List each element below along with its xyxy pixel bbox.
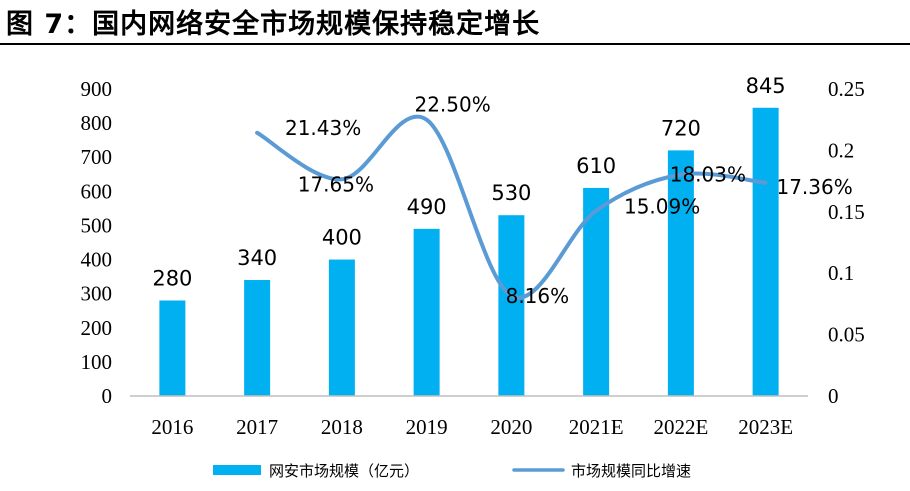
x-axis-tick-label: 2016 [151,415,193,439]
bar [328,259,355,396]
x-axis-tick-label: 2023E [738,415,793,439]
legend-line-label: 市场规模同比增速 [571,462,691,480]
line-value-label: 17.36% [776,175,852,199]
bar-value-labels: 280 340 400 490 530 610 720 845 [152,74,785,291]
x-axis-tick-label: 2019 [406,415,448,439]
right-axis-tick-label: 0.25 [828,77,865,101]
x-axis-tick-label: 2017 [236,415,278,439]
bar-value-label: 280 [152,266,192,290]
bar [244,280,271,396]
left-axis-tick-label: 0 [102,384,113,408]
bar-value-label: 845 [746,74,786,98]
bar [583,187,610,396]
left-axis-tick-label: 800 [81,111,113,135]
left-axis-tick-label: 600 [81,179,113,203]
right-axis-tick-label: 0.05 [828,323,865,347]
left-axis-tick-label: 700 [81,145,113,169]
bar [159,300,186,396]
right-axis-tick-label: 0.2 [828,138,854,162]
left-axis-tick-label: 100 [81,350,113,374]
bar-value-label: 400 [322,226,362,250]
right-axis-ticks: 0 0.05 0.1 0.15 0.2 0.25 [828,77,865,408]
bar-value-label: 610 [576,154,616,178]
line-value-label: 18.03% [670,163,746,187]
left-axis-tick-label: 500 [81,213,113,237]
bar [667,150,694,396]
bar [498,215,525,396]
bar-value-label: 720 [661,116,701,140]
chart-title: 图 7：国内网络安全市场规模保持稳定增长 [6,9,541,40]
right-axis-tick-label: 0 [828,384,839,408]
bar-value-label: 340 [237,246,277,270]
bar-value-label: 530 [491,181,531,205]
right-axis-tick-label: 0.1 [828,261,854,285]
line-value-label: 17.65% [298,172,374,196]
legend: 网安市场规模（亿元） 市场规模同比增速 [213,462,691,480]
line-value-label: 21.43% [285,116,361,140]
x-axis-tick-label: 2021E [569,415,624,439]
left-axis-tick-label: 200 [81,316,113,340]
line-value-labels: 21.43% 17.65% 22.50% 8.16% 15.09% 18.03% 17.36… [285,93,853,308]
bar [752,107,779,396]
left-axis-ticks: 0 100 200 300 400 500 600 700 800 900 [81,77,113,408]
left-axis-tick-label: 400 [81,248,113,272]
right-axis-tick-label: 0.15 [828,200,865,224]
legend-bar-label: 网安市场规模（亿元） [269,462,419,480]
bar [413,228,440,396]
line-value-label: 15.09% [624,195,700,219]
x-axis-tick-label: 2020 [490,415,532,439]
x-axis-tick-label: 2022E [653,415,708,439]
bar-series [159,107,779,396]
line-value-label: 22.50% [414,93,490,117]
line-value-label: 8.16% [506,284,570,308]
x-axis-tick-label: 2018 [321,415,363,439]
bar-value-label: 490 [407,195,447,219]
left-axis-tick-label: 300 [81,282,113,306]
growth-rate-line [255,114,768,300]
legend-bar-swatch [213,465,261,475]
title-underline [0,43,910,45]
left-axis-tick-label: 900 [81,77,113,101]
x-axis-ticks: 2016 2017 2018 2019 2020 2021E 2022E 2023E [151,415,793,439]
